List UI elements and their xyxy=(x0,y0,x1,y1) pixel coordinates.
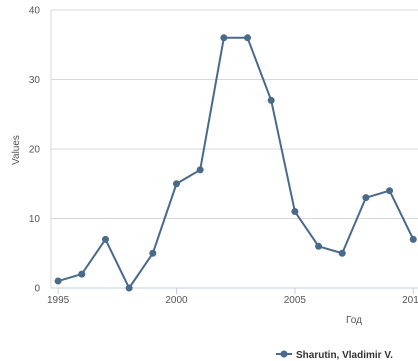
data-point[interactable] xyxy=(220,34,228,42)
series-sharutin xyxy=(54,34,417,292)
legend[interactable]: Sharutin, Vladimir V. xyxy=(276,350,393,361)
data-point[interactable] xyxy=(291,208,299,216)
data-point[interactable] xyxy=(101,235,109,243)
legend-point-marker xyxy=(280,350,288,358)
data-point[interactable] xyxy=(78,270,86,278)
data-point[interactable] xyxy=(196,166,204,174)
y-tick-label: 20 xyxy=(29,145,41,156)
y-tick-label: 40 xyxy=(29,6,41,17)
y-tick-label: 0 xyxy=(34,284,40,295)
x-tick-labels: 1995 2000 2005 2010 xyxy=(47,288,418,306)
data-point[interactable] xyxy=(54,277,62,285)
data-point[interactable] xyxy=(149,249,157,257)
data-point[interactable] xyxy=(386,187,394,195)
x-tick-label: 2005 xyxy=(284,295,307,306)
x-tick-label: 1995 xyxy=(47,295,70,306)
data-point[interactable] xyxy=(244,34,252,42)
x-tick-label: 2000 xyxy=(165,295,188,306)
series-line xyxy=(57,36,415,289)
y-tick-label: 30 xyxy=(29,75,41,86)
y-axis-title: Values xyxy=(11,135,22,165)
data-point[interactable] xyxy=(409,235,417,243)
y-tick-label: 10 xyxy=(29,214,41,225)
data-point[interactable] xyxy=(338,249,346,257)
x-tick-label: 2010 xyxy=(402,295,418,306)
legend-label: Sharutin, Vladimir V. xyxy=(296,350,393,361)
grid-lines xyxy=(50,9,418,289)
x-axis-title: Год xyxy=(346,315,362,326)
y-tick-labels: 0 10 20 30 40 xyxy=(29,6,41,295)
data-point[interactable] xyxy=(125,284,133,292)
data-point[interactable] xyxy=(362,194,370,202)
data-point[interactable] xyxy=(172,180,180,188)
data-point[interactable] xyxy=(267,96,275,104)
data-point[interactable] xyxy=(315,242,323,250)
